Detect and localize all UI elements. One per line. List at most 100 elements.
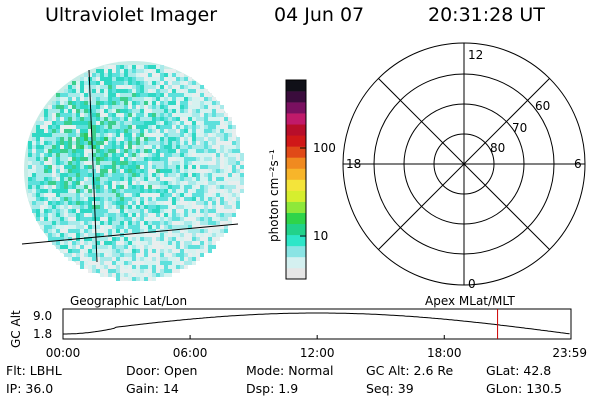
- disk-pixel: [220, 105, 224, 109]
- disk-pixel: [128, 241, 132, 245]
- disk-pixel: [176, 77, 180, 81]
- disk-pixel: [204, 129, 208, 133]
- disk-pixel: [132, 65, 136, 69]
- disk-pixel: [52, 129, 56, 133]
- disk-pixel: [120, 85, 124, 89]
- disk-pixel: [236, 201, 240, 205]
- disk-pixel: [200, 185, 204, 189]
- disk-pixel: [204, 133, 208, 137]
- disk-pixel: [28, 197, 32, 201]
- disk-pixel: [120, 221, 124, 225]
- disk-pixel: [68, 113, 72, 117]
- disk-pixel: [152, 277, 156, 281]
- disk-pixel: [140, 253, 144, 257]
- disk-pixel: [104, 97, 108, 101]
- disk-pixel: [96, 121, 100, 125]
- disk-pixel: [84, 97, 88, 101]
- disk-pixel: [192, 97, 196, 101]
- disk-pixel: [184, 133, 188, 137]
- disk-pixel: [100, 105, 104, 109]
- disk-pixel: [204, 189, 208, 193]
- disk-pixel: [40, 161, 44, 165]
- disk-pixel: [112, 93, 116, 97]
- disk-pixel: [180, 233, 184, 237]
- disk-pixel: [204, 233, 208, 237]
- disk-pixel: [128, 145, 132, 149]
- disk-pixel: [200, 241, 204, 245]
- disk-pixel: [172, 225, 176, 229]
- disk-pixel: [68, 257, 72, 261]
- disk-pixel: [196, 97, 200, 101]
- disk-pixel: [144, 85, 148, 89]
- disk-pixel: [112, 169, 116, 173]
- disk-pixel: [220, 229, 224, 233]
- disk-pixel: [112, 261, 116, 265]
- disk-pixel: [112, 225, 116, 229]
- disk-pixel: [56, 101, 60, 105]
- disk-pixel: [108, 273, 112, 277]
- disk-pixel: [200, 209, 204, 213]
- disk-pixel: [108, 189, 112, 193]
- disk-pixel: [132, 197, 136, 201]
- disk-pixel: [92, 237, 96, 241]
- disk-pixel: [204, 205, 208, 209]
- disk-pixel: [188, 209, 192, 213]
- disk-pixel: [76, 189, 80, 193]
- disk-pixel: [140, 137, 144, 141]
- disk-pixel: [236, 197, 240, 201]
- disk-pixel: [136, 77, 140, 81]
- disk-pixel: [76, 113, 80, 117]
- disk-pixel: [144, 169, 148, 173]
- disk-pixel: [148, 185, 152, 189]
- disk-pixel: [104, 201, 108, 205]
- disk-pixel: [232, 137, 236, 141]
- disk-pixel: [128, 129, 132, 133]
- disk-pixel: [52, 161, 56, 165]
- polar-label-6: 6: [574, 157, 582, 171]
- disk-pixel: [212, 145, 216, 149]
- disk-pixel: [140, 193, 144, 197]
- disk-pixel: [192, 141, 196, 145]
- disk-pixel: [60, 101, 64, 105]
- disk-pixel: [108, 101, 112, 105]
- disk-pixel: [128, 77, 132, 81]
- disk-pixel: [52, 149, 56, 153]
- disk-pixel: [68, 245, 72, 249]
- disk-pixel: [92, 145, 96, 149]
- disk-pixel: [204, 209, 208, 213]
- disk-pixel: [136, 89, 140, 93]
- disk-pixel: [164, 253, 168, 257]
- disk-pixel: [208, 177, 212, 181]
- disk-pixel: [100, 145, 104, 149]
- disk-pixel: [176, 97, 180, 101]
- disk-pixel: [84, 133, 88, 137]
- disk-pixel: [176, 161, 180, 165]
- disk-pixel: [164, 205, 168, 209]
- disk-pixel: [220, 169, 224, 173]
- disk-pixel: [136, 217, 140, 221]
- disk-pixel: [92, 261, 96, 265]
- disk-pixel: [172, 165, 176, 169]
- disk-pixel: [92, 249, 96, 253]
- disk-pixel: [40, 213, 44, 217]
- disk-pixel: [160, 73, 164, 77]
- disk-pixel: [116, 265, 120, 269]
- disk-pixel: [112, 113, 116, 117]
- disk-pixel: [32, 177, 36, 181]
- disk-pixel: [96, 125, 100, 129]
- disk-pixel: [132, 177, 136, 181]
- disk-pixel: [168, 265, 172, 269]
- disk-pixel: [96, 177, 100, 181]
- disk-pixel: [80, 225, 84, 229]
- disk-pixel: [224, 173, 228, 177]
- disk-pixel: [208, 185, 212, 189]
- disk-pixel: [100, 273, 104, 277]
- disk-pixel: [124, 245, 128, 249]
- disk-pixel: [132, 261, 136, 265]
- disk-pixel: [116, 133, 120, 137]
- disk-pixel: [80, 217, 84, 221]
- disk-pixel: [172, 141, 176, 145]
- disk-pixel: [160, 225, 164, 229]
- disk-pixel: [164, 153, 168, 157]
- disk-pixel: [232, 165, 236, 169]
